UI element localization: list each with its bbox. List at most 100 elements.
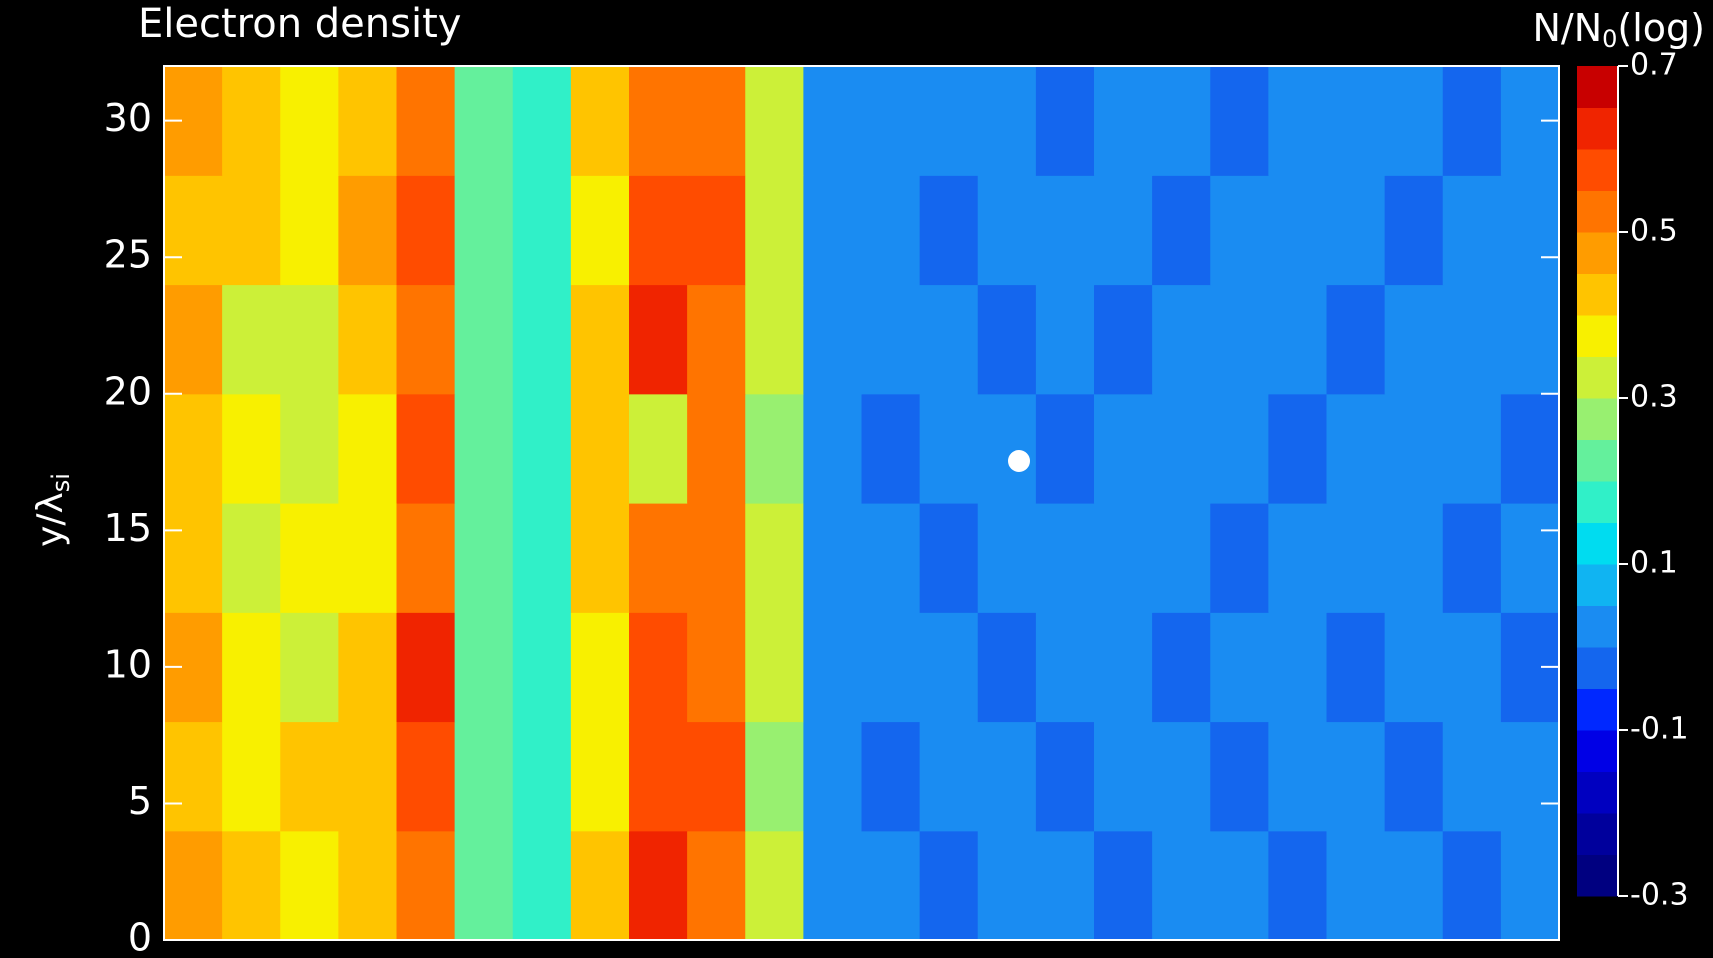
heatmap-cell [396, 284, 456, 395]
heatmap-cell [1152, 612, 1211, 723]
heatmap-cell [919, 66, 979, 176]
heatmap-cell [570, 284, 630, 395]
heatmap-cell [280, 66, 339, 176]
heatmap-cell [1442, 175, 1502, 286]
heatmap-cell [1384, 612, 1444, 723]
heatmap-cell [222, 66, 281, 176]
heatmap-cell [1152, 830, 1211, 941]
heatmap-cell [1384, 503, 1444, 613]
heatmap-cell [338, 284, 398, 395]
color-band [1577, 356, 1618, 399]
heatmap-cell [977, 503, 1037, 613]
heatmap-cell [1210, 284, 1269, 395]
heatmap-cell [687, 66, 746, 176]
color-band [1577, 771, 1618, 814]
y-tick-label: 10 [104, 642, 152, 686]
heatmap-cell [1500, 393, 1560, 504]
heatmap-cell [745, 830, 804, 941]
heatmap-cell [164, 175, 223, 286]
heatmap-cell [629, 612, 688, 723]
heatmap-cell [1442, 66, 1502, 176]
heatmap-cell [338, 175, 398, 286]
heatmap-cell [1210, 503, 1269, 613]
heatmap-cell [222, 284, 281, 395]
heatmap-cell [338, 612, 398, 723]
heatmap-cell [861, 66, 921, 176]
heatmap-cell [745, 393, 804, 504]
heatmap-cell [919, 721, 979, 832]
heatmap-cell [1500, 284, 1560, 395]
heatmap-cell [745, 284, 804, 395]
heatmap-cell [803, 721, 863, 832]
heatmap-cell [919, 175, 979, 286]
heatmap-cell [1442, 721, 1502, 832]
heatmap-cell [396, 175, 456, 286]
heatmap-cell [338, 66, 398, 176]
heatmap-cell [1035, 721, 1095, 832]
heatmap-cell [1442, 830, 1502, 941]
heatmap-cell [164, 721, 223, 832]
heatmap-cell [861, 175, 921, 286]
heatmap-cell [1210, 612, 1269, 723]
heatmap-cell [1500, 503, 1560, 613]
heatmap-cell [338, 721, 398, 832]
heatmap-cell [1210, 393, 1269, 504]
heatmap-cell [164, 284, 223, 395]
y-tick-label: 5 [128, 779, 152, 823]
heatmap-cell [570, 503, 630, 613]
heatmap-cell [919, 393, 979, 504]
heatmap-cell [687, 612, 746, 723]
color-band [1577, 149, 1618, 191]
colorbar-title: N/N0(log) [1532, 6, 1705, 54]
heatmap-cell [222, 503, 281, 613]
heatmap-cell [1442, 612, 1502, 723]
heatmap-cell [1094, 284, 1153, 395]
heatmap-cell [977, 721, 1037, 832]
heatmap-cell [570, 393, 630, 504]
chart-title: Electron density [138, 1, 461, 47]
color-band [1577, 730, 1618, 772]
heatmap-cell [1035, 66, 1095, 176]
heatmap-cell [1094, 175, 1153, 286]
heatmap-cell [512, 830, 572, 941]
heatmap-cell [1268, 503, 1328, 613]
heatmap-cell [1442, 503, 1502, 613]
heatmap-cell [919, 830, 979, 941]
heatmap-cell [1268, 612, 1328, 723]
heatmap-cell [396, 721, 456, 832]
heatmap-cell [338, 503, 398, 613]
heatmap-cell [1152, 284, 1211, 395]
heatmap-cell [745, 175, 804, 286]
heatmap-cell [977, 284, 1037, 395]
color-band [1577, 522, 1618, 565]
heatmap-cell [1384, 284, 1444, 395]
heatmap-cell [1268, 66, 1328, 176]
heatmap-cell [919, 503, 979, 613]
heatmap-cell [861, 503, 921, 613]
heatmap-cell [1094, 503, 1153, 613]
color-band [1577, 813, 1618, 855]
color-band [1577, 854, 1618, 897]
heatmap-cell [1152, 503, 1211, 613]
y-tick-label: 25 [104, 233, 152, 277]
colorbar-title-sub: 0 [1602, 25, 1617, 53]
heatmap-cell [338, 393, 398, 504]
heatmap-cell [164, 830, 223, 941]
color-band [1577, 398, 1618, 440]
color-band [1577, 688, 1618, 731]
heatmap-cell [687, 721, 746, 832]
colorbar-tick-label: 0.5 [1630, 214, 1678, 249]
heatmap-cell [977, 175, 1037, 286]
heatmap-cell [1152, 175, 1211, 286]
colorbar-tick-label: 0.1 [1630, 546, 1678, 581]
heatmap-cell [687, 393, 746, 504]
heatmap-cell [1268, 721, 1328, 832]
heatmap-cell [280, 830, 339, 941]
heatmap-cell [803, 175, 863, 286]
heatmap-cell [1035, 393, 1095, 504]
heatmap-cell [1210, 830, 1269, 941]
heatmap-cell [1326, 612, 1386, 723]
heatmap-cell [454, 284, 514, 395]
y-tick-label: 15 [104, 506, 152, 550]
